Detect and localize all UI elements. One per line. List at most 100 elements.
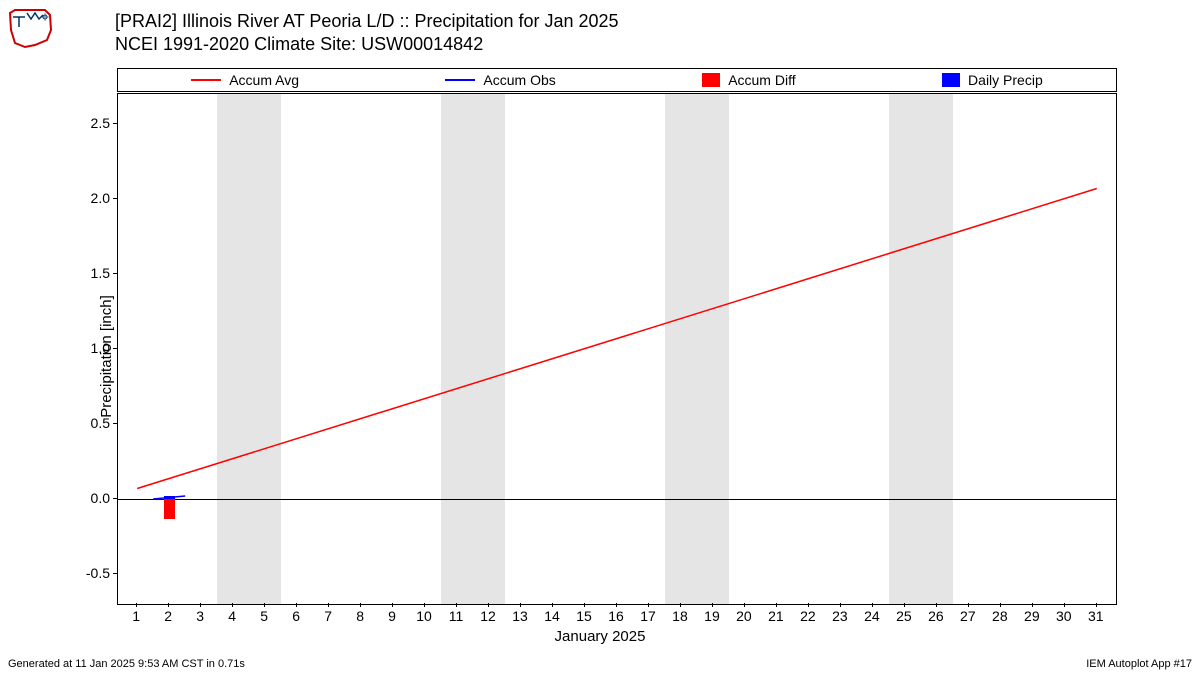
- x-tick-label: 4: [228, 608, 236, 624]
- accum-diff-bar: [164, 499, 175, 519]
- x-tick-label: 13: [512, 608, 528, 624]
- accum-avg-line: [137, 189, 1097, 489]
- x-tick-label: 10: [416, 608, 432, 624]
- y-tick-label: -0.5: [70, 565, 110, 581]
- x-tick: [1096, 603, 1097, 607]
- x-tick: [936, 603, 937, 607]
- x-tick-label: 30: [1056, 608, 1072, 624]
- x-tick-label: 18: [672, 608, 688, 624]
- x-tick: [968, 603, 969, 607]
- legend-item-accum-avg: Accum Avg: [191, 72, 299, 88]
- x-tick-label: 7: [324, 608, 332, 624]
- x-tick-label: 3: [196, 608, 204, 624]
- daily-precip-bar: [164, 496, 175, 499]
- x-tick: [232, 603, 233, 607]
- x-tick-label: 1: [132, 608, 140, 624]
- x-tick: [168, 603, 169, 607]
- x-tick: [648, 603, 649, 607]
- x-tick: [904, 603, 905, 607]
- x-tick-label: 12: [480, 608, 496, 624]
- y-tick: [113, 123, 117, 124]
- x-tick-label: 22: [800, 608, 816, 624]
- x-tick-label: 14: [544, 608, 560, 624]
- legend-swatch: [942, 73, 960, 87]
- x-tick-label: 11: [449, 608, 464, 624]
- y-axis-label: Precipitation [inch]: [98, 295, 115, 418]
- x-tick: [360, 603, 361, 607]
- x-tick-label: 19: [704, 608, 720, 624]
- x-tick-label: 20: [736, 608, 752, 624]
- x-tick: [744, 603, 745, 607]
- x-tick: [1064, 603, 1065, 607]
- x-tick-label: 25: [896, 608, 912, 624]
- chart-legend: Accum Avg Accum Obs Accum Diff Daily Pre…: [117, 68, 1117, 92]
- x-tick: [136, 603, 137, 607]
- chart-plot-area: [117, 93, 1117, 605]
- legend-item-accum-diff: Accum Diff: [702, 72, 795, 88]
- x-tick-label: 23: [832, 608, 848, 624]
- y-tick-label: 2.5: [70, 115, 110, 131]
- x-tick: [488, 603, 489, 607]
- x-tick: [296, 603, 297, 607]
- legend-label: Accum Diff: [728, 72, 795, 88]
- chart-title-line2: NCEI 1991-2020 Climate Site: USW00014842: [115, 33, 619, 56]
- x-tick: [776, 603, 777, 607]
- x-tick-label: 26: [928, 608, 944, 624]
- y-tick: [113, 198, 117, 199]
- x-tick: [456, 603, 457, 607]
- x-tick-label: 6: [292, 608, 300, 624]
- x-tick-label: 27: [960, 608, 976, 624]
- footer-generated: Generated at 11 Jan 2025 9:53 AM CST in …: [8, 658, 245, 670]
- chart-lines: [118, 94, 1116, 604]
- x-tick: [616, 603, 617, 607]
- y-tick: [113, 498, 117, 499]
- x-tick-label: 29: [1024, 608, 1040, 624]
- x-tick: [392, 603, 393, 607]
- legend-swatch: [191, 79, 221, 81]
- x-tick: [584, 603, 585, 607]
- y-tick-label: 2.0: [70, 190, 110, 206]
- legend-label: Accum Avg: [229, 72, 299, 88]
- x-tick-label: 2: [164, 608, 172, 624]
- legend-label: Daily Precip: [968, 72, 1043, 88]
- x-tick: [424, 603, 425, 607]
- x-axis-label: January 2025: [555, 628, 646, 645]
- x-tick: [520, 603, 521, 607]
- legend-item-accum-obs: Accum Obs: [445, 72, 555, 88]
- x-tick-label: 24: [864, 608, 880, 624]
- y-tick-label: 1.0: [70, 340, 110, 356]
- y-tick: [113, 273, 117, 274]
- x-tick-label: 21: [768, 608, 784, 624]
- y-tick-label: 1.5: [70, 265, 110, 281]
- x-tick: [264, 603, 265, 607]
- x-tick-label: 17: [640, 608, 656, 624]
- x-tick: [1000, 603, 1001, 607]
- y-tick: [113, 348, 117, 349]
- x-tick-label: 9: [388, 608, 396, 624]
- x-tick: [200, 603, 201, 607]
- x-tick: [552, 603, 553, 607]
- x-tick-label: 16: [608, 608, 624, 624]
- x-tick: [872, 603, 873, 607]
- x-tick: [680, 603, 681, 607]
- x-tick-label: 31: [1088, 608, 1104, 624]
- x-tick-label: 8: [356, 608, 364, 624]
- y-tick: [113, 423, 117, 424]
- y-tick-label: 0.0: [70, 490, 110, 506]
- chart-title-line1: [PRAI2] Illinois River AT Peoria L/D :: …: [115, 10, 619, 33]
- x-tick-label: 15: [576, 608, 592, 624]
- x-tick-label: 5: [260, 608, 268, 624]
- iem-logo: [5, 5, 55, 50]
- y-tick-label: 0.5: [70, 415, 110, 431]
- chart-title-area: [PRAI2] Illinois River AT Peoria L/D :: …: [115, 10, 619, 57]
- legend-swatch: [445, 79, 475, 81]
- footer-app: IEM Autoplot App #17: [1086, 658, 1192, 670]
- x-tick: [328, 603, 329, 607]
- x-tick: [808, 603, 809, 607]
- legend-item-daily-precip: Daily Precip: [942, 72, 1043, 88]
- legend-label: Accum Obs: [483, 72, 555, 88]
- x-tick-label: 28: [992, 608, 1008, 624]
- legend-swatch: [702, 73, 720, 87]
- x-tick: [1032, 603, 1033, 607]
- y-tick: [113, 573, 117, 574]
